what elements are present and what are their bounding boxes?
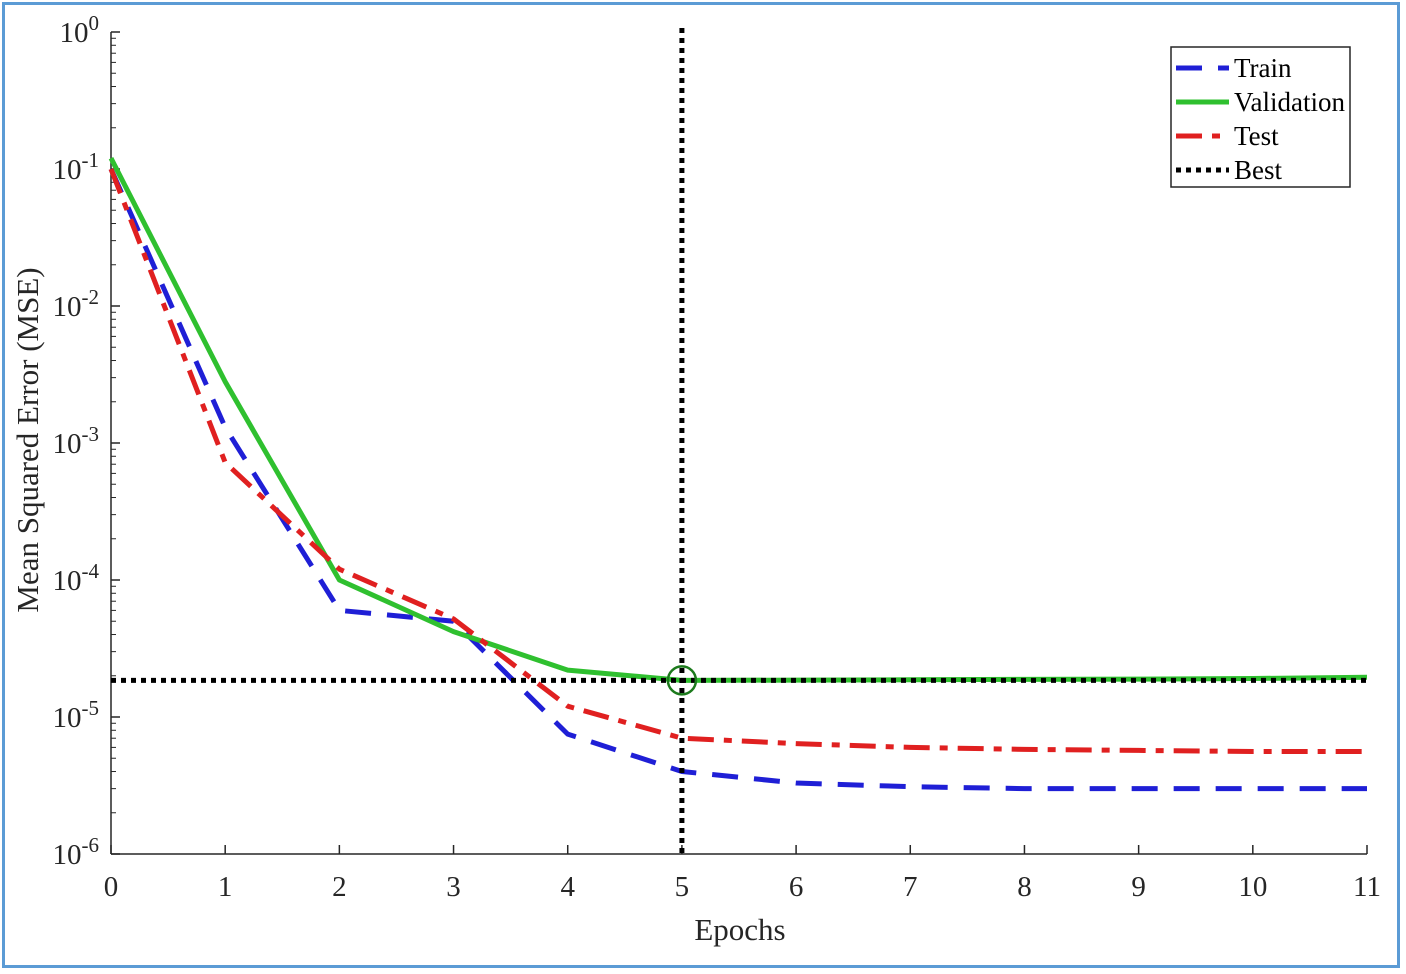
legend-label-train: Train — [1234, 53, 1292, 83]
y-tick-label: 10-5 — [53, 696, 100, 734]
x-tick-label: 5 — [675, 871, 690, 903]
x-tick-label: 11 — [1353, 871, 1381, 903]
best-marker — [666, 665, 698, 696]
x-tick-label: 0 — [104, 871, 119, 903]
x-tick-label: 8 — [1017, 871, 1032, 903]
x-tick-labels: 0 1 2 3 4 5 6 7 8 9 10 11 — [104, 871, 1381, 903]
y-axis-label: Mean Squared Error (MSE) — [10, 267, 45, 612]
legend-label-test: Test — [1234, 121, 1279, 151]
y-tick-labels: 100 10-1 10-2 10-3 10-4 10-5 10-6 — [53, 11, 100, 871]
legend: Train Validation Test Best — [1170, 46, 1351, 188]
y-tick-label: 100 — [60, 11, 100, 49]
x-axis-label: Epochs — [694, 912, 785, 947]
y-tick-label: 10-6 — [53, 833, 100, 871]
series-line-test — [108, 168, 1367, 754]
x-tick-label: 3 — [446, 871, 461, 903]
series-line-train — [108, 167, 1367, 792]
y-tick-label: 10-3 — [53, 422, 100, 460]
series-line-validation — [108, 157, 1368, 683]
x-tick-label: 7 — [903, 871, 918, 903]
x-tick-label: 6 — [789, 871, 804, 903]
x-tick-label: 1 — [218, 871, 233, 903]
y-tick-label: 10-4 — [53, 559, 100, 597]
legend-label-validation: Validation — [1234, 87, 1345, 117]
series-lines — [108, 157, 1368, 792]
tick-marks — [110, 31, 1368, 855]
y-tick-label: 10-2 — [53, 285, 100, 323]
best-lines — [111, 28, 1367, 854]
legend-label-best: Best — [1234, 155, 1283, 185]
x-tick-label: 4 — [560, 871, 575, 903]
x-tick-label: 2 — [332, 871, 347, 903]
x-tick-label: 9 — [1131, 871, 1146, 903]
y-tick-label: 10-1 — [53, 148, 100, 186]
x-tick-label: 10 — [1238, 871, 1267, 903]
